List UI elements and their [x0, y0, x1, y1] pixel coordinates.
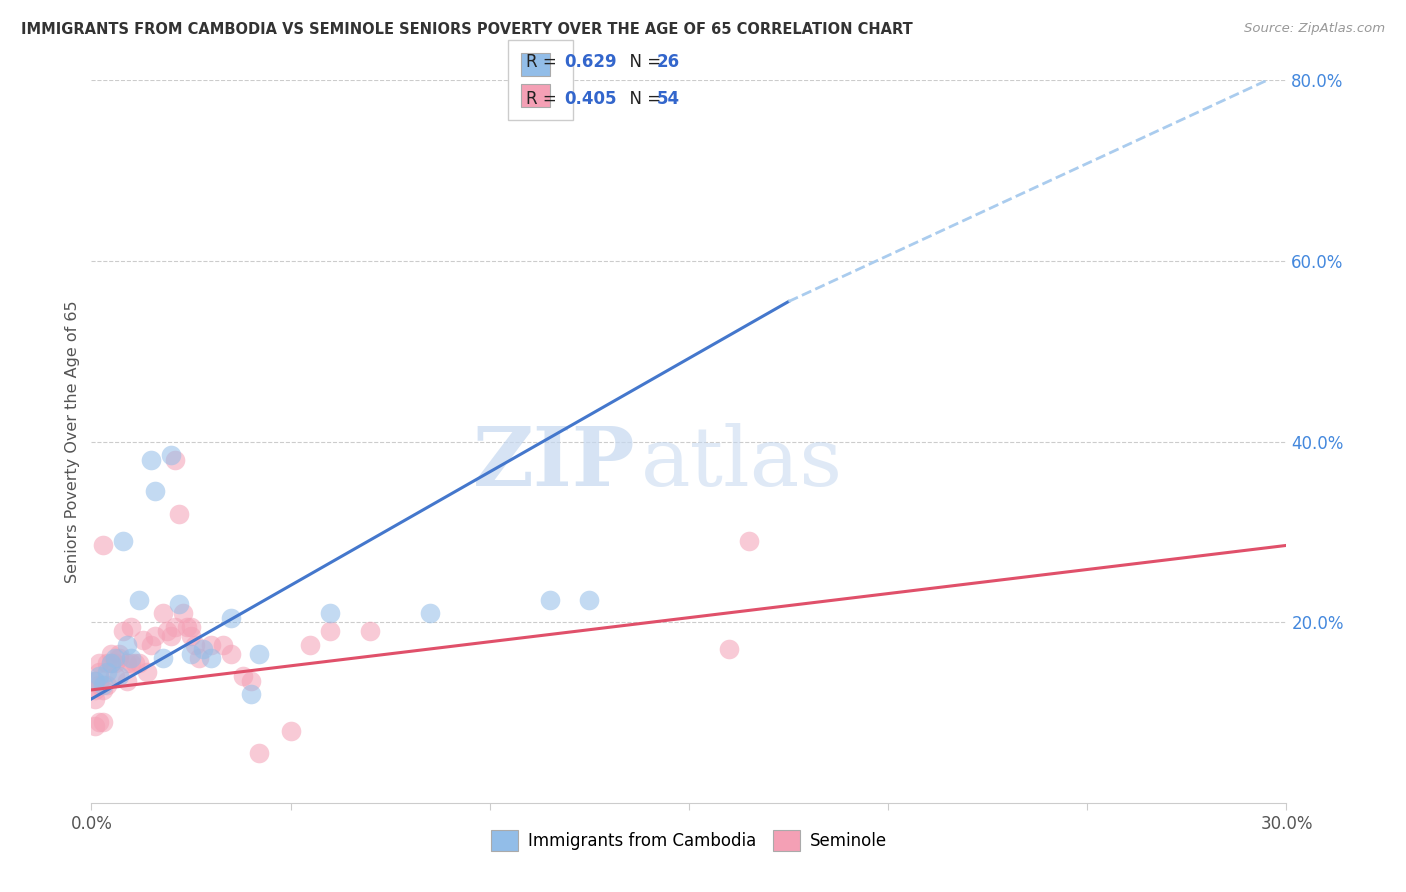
Point — [180, 647, 202, 661]
Point — [737, 533, 759, 548]
Point — [160, 448, 183, 462]
Point — [89, 669, 111, 683]
Point — [100, 647, 122, 661]
Point — [100, 656, 122, 670]
Point — [239, 673, 262, 688]
Text: N =: N = — [619, 53, 666, 70]
Point — [89, 678, 111, 692]
Point — [104, 656, 127, 670]
Point — [84, 682, 107, 697]
Point — [84, 673, 107, 688]
Point — [96, 678, 118, 692]
Point — [160, 629, 183, 643]
Point — [143, 484, 166, 499]
Point — [219, 610, 242, 624]
Point — [319, 606, 342, 620]
Text: R =: R = — [526, 89, 562, 108]
Point — [578, 592, 600, 607]
Text: N =: N = — [619, 89, 666, 108]
Text: 54: 54 — [657, 89, 681, 108]
Point — [93, 538, 115, 552]
Point — [172, 606, 194, 620]
Point — [115, 638, 138, 652]
Y-axis label: Seniors Poverty Over the Age of 65: Seniors Poverty Over the Age of 65 — [65, 301, 80, 582]
Point — [93, 682, 115, 697]
Point — [93, 678, 115, 692]
Point — [239, 687, 262, 701]
Point — [191, 642, 214, 657]
Point — [120, 651, 142, 665]
Point — [152, 606, 174, 620]
Point — [100, 656, 122, 670]
Point — [167, 507, 190, 521]
Text: IMMIGRANTS FROM CAMBODIA VS SEMINOLE SENIORS POVERTY OVER THE AGE OF 65 CORRELAT: IMMIGRANTS FROM CAMBODIA VS SEMINOLE SEN… — [21, 22, 912, 37]
Text: Source: ZipAtlas.com: Source: ZipAtlas.com — [1244, 22, 1385, 36]
Point — [93, 714, 115, 729]
Text: 26: 26 — [657, 53, 681, 70]
Point — [108, 669, 131, 683]
Point — [108, 647, 131, 661]
Point — [104, 669, 127, 683]
Point — [104, 651, 127, 665]
Point — [124, 656, 146, 670]
Point — [211, 638, 233, 652]
Text: R =: R = — [526, 53, 562, 70]
Point — [247, 746, 270, 760]
Point — [163, 452, 186, 467]
Point — [280, 723, 302, 738]
Point — [120, 656, 142, 670]
Point — [180, 620, 202, 634]
Point — [152, 651, 174, 665]
Point — [84, 719, 107, 733]
Point — [120, 620, 142, 634]
Point — [112, 533, 135, 548]
Point — [143, 629, 166, 643]
Point — [184, 638, 207, 652]
Point — [128, 656, 150, 670]
Text: ZIP: ZIP — [472, 423, 636, 503]
Point — [136, 665, 159, 679]
Point — [141, 638, 162, 652]
Point — [128, 592, 150, 607]
Legend: Immigrants from Cambodia, Seminole: Immigrants from Cambodia, Seminole — [482, 822, 896, 860]
Point — [115, 673, 138, 688]
Point — [163, 620, 186, 634]
Point — [156, 624, 179, 639]
Text: atlas: atlas — [641, 423, 844, 503]
Point — [299, 638, 322, 652]
Point — [89, 665, 111, 679]
Point — [180, 629, 202, 643]
Point — [188, 651, 211, 665]
Point — [247, 647, 270, 661]
Point — [200, 651, 222, 665]
Point — [538, 592, 561, 607]
Point — [319, 624, 342, 639]
Point — [96, 665, 118, 679]
Point — [132, 633, 155, 648]
Point — [84, 692, 107, 706]
Point — [89, 714, 111, 729]
Text: 0.629: 0.629 — [564, 53, 617, 70]
Point — [84, 673, 107, 688]
Point — [419, 606, 441, 620]
Point — [219, 647, 242, 661]
Point — [717, 642, 740, 657]
Text: 0.405: 0.405 — [564, 89, 617, 108]
Point — [167, 597, 190, 611]
Point — [112, 624, 135, 639]
Point — [200, 638, 222, 652]
Point — [89, 656, 111, 670]
Point — [115, 656, 138, 670]
Point — [108, 651, 131, 665]
Point — [176, 620, 198, 634]
Point — [141, 452, 162, 467]
Point — [96, 656, 118, 670]
Point — [359, 624, 381, 639]
Point — [232, 669, 254, 683]
